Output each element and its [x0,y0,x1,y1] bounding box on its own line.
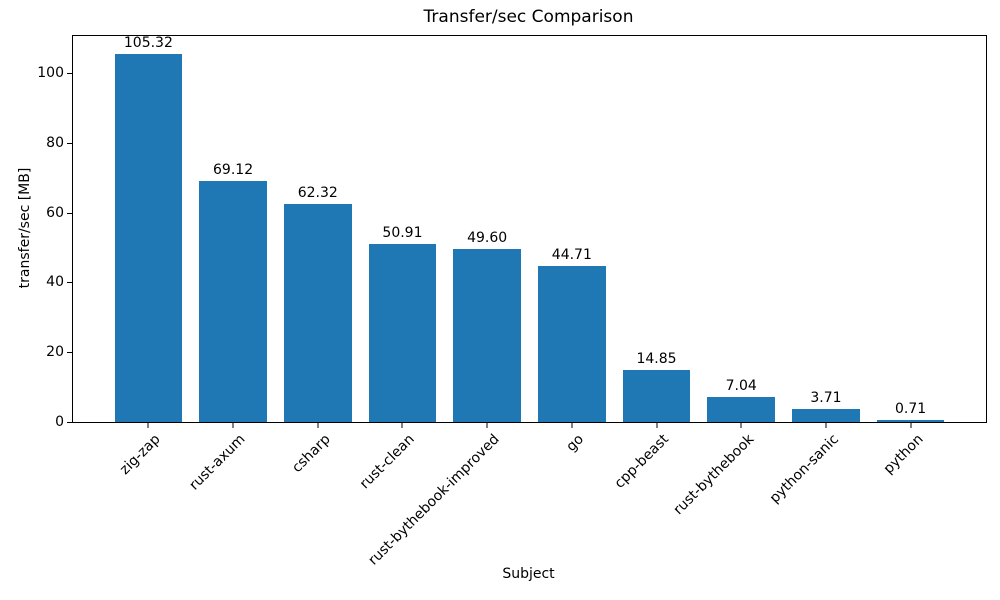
bar [114,54,183,422]
bar [283,204,352,422]
bar-value-label: 62.32 [297,185,338,202]
bar-value-label: 49.60 [467,229,508,246]
bar [453,248,522,422]
y-tick-label: 60 [46,204,64,221]
bar [199,180,267,422]
x-tick-label: cpp-beast [611,431,673,492]
x-tick-label: go [563,431,588,455]
bar [792,409,860,422]
bar [876,419,945,422]
x-tick-label: python [880,431,927,478]
y-tick-label: 80 [46,134,64,151]
x-tick-label: rust-bythebook [670,431,757,519]
bar-value-label: 14.85 [636,351,677,368]
y-tick [67,422,72,423]
x-tick [401,423,403,428]
y-tick [67,72,72,74]
x-tick [571,423,573,428]
x-tick [147,423,149,428]
x-tick-label: zig-zap [117,431,164,478]
x-axis-label: Subject [502,566,555,582]
bar-value-label: 3.71 [810,390,842,407]
bar [368,244,437,422]
bar-value-label: 105.32 [123,35,173,52]
y-tick [67,212,72,214]
y-tick [67,282,72,284]
chart-title: Transfer/sec Comparison [423,7,634,27]
x-tick-label: python-sanic [766,431,842,507]
bar [622,370,691,422]
x-tick-label: csharp [288,431,334,476]
bar-value-label: 44.71 [551,246,592,263]
bar [537,265,606,422]
bar [707,397,776,422]
bar-value-label: 50.91 [382,225,423,242]
y-tick [67,352,72,354]
y-tick-label: 100 [37,64,64,81]
x-tick [486,423,488,428]
x-tick [910,423,912,428]
y-tick-label: 20 [46,344,64,361]
bar-value-label: 0.71 [895,400,927,417]
x-tick [317,423,319,428]
x-tick [740,423,742,428]
x-tick-label: rust-clean [357,431,419,493]
y-tick-label: 40 [46,274,64,291]
x-tick [656,423,658,428]
bar-value-label: 7.04 [725,378,757,395]
y-tick-label: 0 [55,414,64,430]
x-tick [825,423,827,428]
x-tick-label: rust-axum [186,431,249,494]
y-axis-label: transfer/sec [MB] [17,167,33,289]
x-tick [232,423,234,428]
plot-area: 0 20 40 60 80 100 105.32 zig-zap 69.12 rust-axum 6… [37,35,987,568]
bar-value-label: 69.12 [213,161,254,178]
y-tick [67,142,72,144]
